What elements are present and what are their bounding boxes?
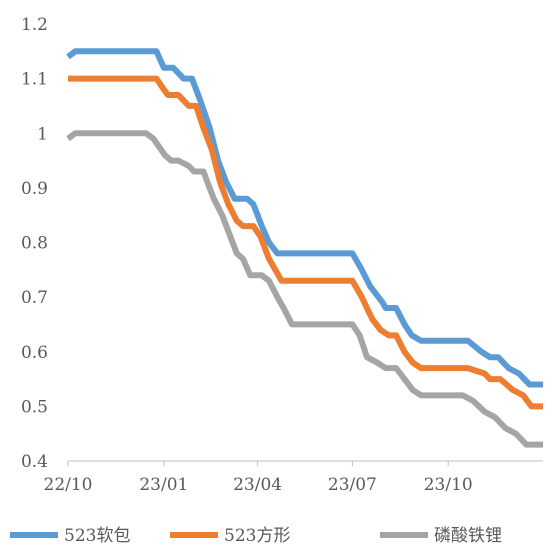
y-tick-label: 0.5 — [21, 397, 48, 417]
series-lines — [66, 48, 543, 448]
x-tick-label: 23/07 — [328, 475, 377, 495]
x-tick-label: 23/10 — [424, 475, 473, 495]
y-tick-label: 0.9 — [21, 179, 48, 199]
y-tick-label: 1 — [37, 124, 48, 144]
y-axis-tick-labels: 0.4 0.5 0.6 0.7 0.8 0.9 1 1.1 1.2 — [21, 15, 48, 472]
y-tick-label: 0.8 — [21, 234, 48, 254]
series-line-0 — [66, 48, 543, 388]
legend-label: 523软包 — [64, 526, 130, 546]
y-tick-label: 1.2 — [21, 15, 48, 35]
legend-label: 523方形 — [224, 526, 290, 546]
legend: 523软包 523方形 磷酸铁锂 — [10, 526, 502, 546]
y-tick-label: 0.6 — [21, 343, 48, 363]
x-axis-ticks: 22/10 23/01 23/04 23/07 23/10 — [44, 461, 473, 495]
y-tick-label: 1.1 — [21, 70, 48, 90]
x-tick-label: 22/10 — [44, 475, 93, 495]
x-tick-label: 23/01 — [139, 475, 188, 495]
y-tick-label: 0.7 — [21, 288, 48, 308]
y-tick-label: 0.4 — [21, 452, 48, 472]
series-line-1 — [68, 75, 543, 410]
x-tick-label: 23/04 — [233, 475, 282, 495]
series-line-2 — [66, 130, 543, 448]
legend-label: 磷酸铁锂 — [434, 526, 502, 546]
